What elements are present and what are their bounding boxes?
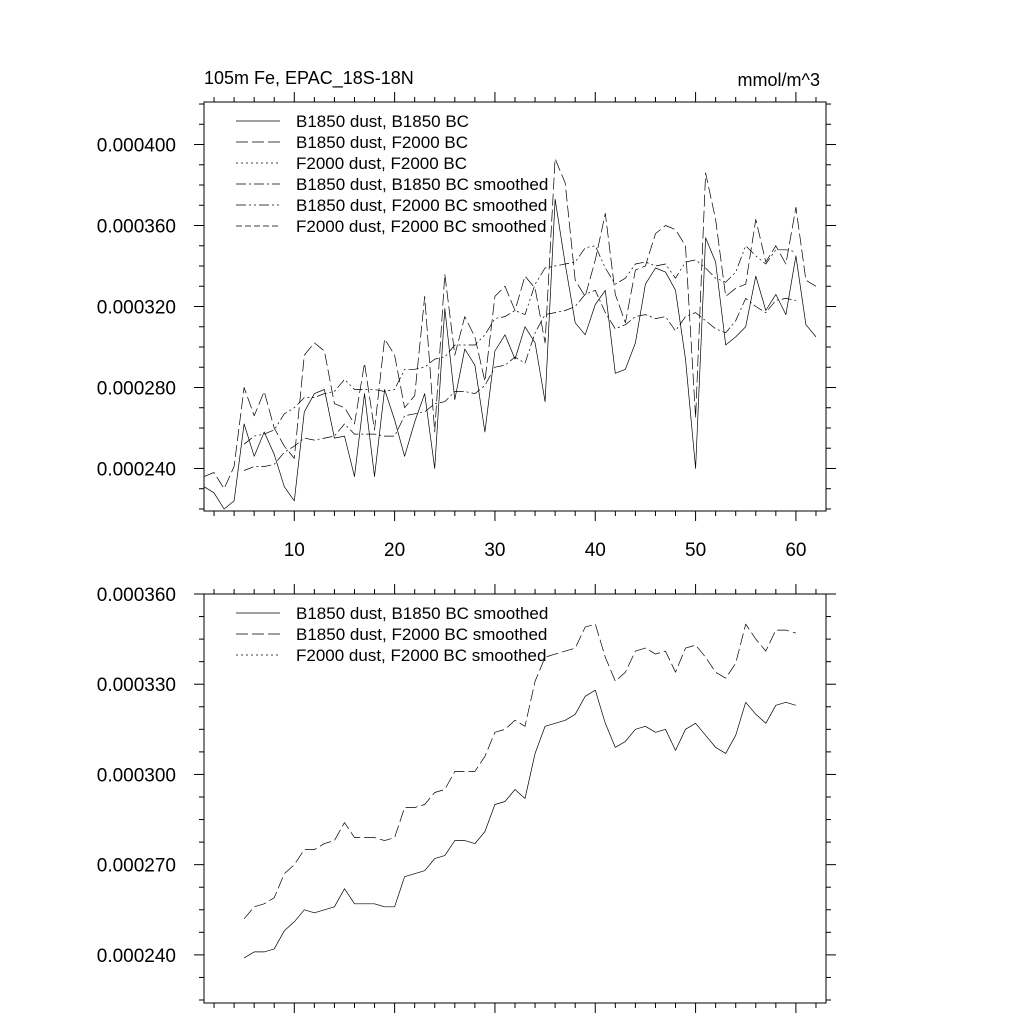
top-y-tick-label: 0.000280 [97,378,176,399]
bottom-legend-entry: B1850 dust, B1850 BC smoothed [236,604,548,623]
bottom-y-tick-label: 0.000300 [97,765,176,786]
top-legend-entry: F2000 dust, F2000 BC [236,154,467,173]
bottom-y-tick-label: 0.000270 [97,856,176,877]
top-x-tick-label: 10 [284,540,305,561]
bottom-series-line [243,623,797,920]
top-y-tick-label: 0.000320 [97,298,176,319]
top-legend-label: B1850 dust, B1850 BC [296,112,469,131]
top-x-tick-labels: 10 20 30 40 50 60 [284,540,807,561]
top-y-tick-labels: 0.000240 0.000280 0.000320 0.000360 0.000400 [97,136,176,481]
top-title-left: 105m Fe, EPAC_18S-18N [204,68,414,89]
top-legend-entry: B1850 dust, F2000 BC smoothed [236,196,547,215]
top-legend-label: F2000 dust, F2000 BC [296,154,467,173]
top-legend-entry: F2000 dust, F2000 BC smoothed [236,217,546,236]
bottom-legend-entry: F2000 dust, F2000 BC smoothed [236,646,546,665]
top-legend-label: B1850 dust, F2000 BC smoothed [296,196,547,215]
bottom-panel: 0.000240 0.000270 0.000300 0.000330 0.000360… [97,584,836,1013]
bottom-series-lines [243,623,797,959]
top-legend-label: B1850 dust, B1850 BC smoothed [296,175,548,194]
top-x-tick-label: 30 [484,540,505,561]
bottom-legend: B1850 dust, B1850 BC smoothed B1850 dust… [236,604,548,665]
top-plot-frame [203,101,827,512]
bottom-legend-label: B1850 dust, F2000 BC smoothed [296,625,547,644]
top-y-tick-label: 0.000400 [97,136,176,157]
top-legend-entry: B1850 dust, F2000 BC [236,133,468,152]
bottom-legend-label: B1850 dust, B1850 BC smoothed [296,604,548,623]
bottom-y-tick-label: 0.000360 [97,585,176,606]
top-y-tick-label: 0.000240 [97,459,176,480]
bottom-ticks [194,584,836,1013]
top-ticks [194,92,836,521]
bottom-series-line [243,689,797,959]
top-series-line [243,245,796,445]
top-legend-entry: B1850 dust, B1850 BC [236,112,469,131]
top-panel: 105m Fe, EPAC_18S-18N mmol/m^3 0.0002400… [97,68,836,561]
bottom-legend-entry: B1850 dust, F2000 BC smoothed [236,625,547,644]
top-x-tick-label: 50 [685,540,706,561]
top-y-tick-label: 0.000360 [97,217,176,238]
top-legend-entry: B1850 dust, B1850 BC smoothed [236,175,548,194]
top-x-tick-label: 20 [384,540,405,561]
top-series-lines [203,158,817,510]
top-series-line [203,198,817,510]
top-series-line [243,289,796,471]
top-title-right: mmol/m^3 [738,70,820,90]
bottom-plot-frame [203,593,827,1004]
top-x-tick-label: 60 [785,540,806,561]
bottom-y-tick-labels: 0.000240 0.000270 0.000300 0.000330 0.000360 [97,585,176,967]
top-legend-label: B1850 dust, F2000 BC [296,133,468,152]
bottom-y-tick-label: 0.000240 [97,946,176,967]
bottom-legend-label: F2000 dust, F2000 BC smoothed [296,646,546,665]
top-legend-label: F2000 dust, F2000 BC smoothed [296,217,546,236]
top-x-tick-label: 40 [585,540,606,561]
bottom-y-tick-label: 0.000330 [97,675,176,696]
top-legend: B1850 dust, B1850 BC B1850 dust, F2000 B… [236,112,548,236]
top-series-line [203,158,817,490]
